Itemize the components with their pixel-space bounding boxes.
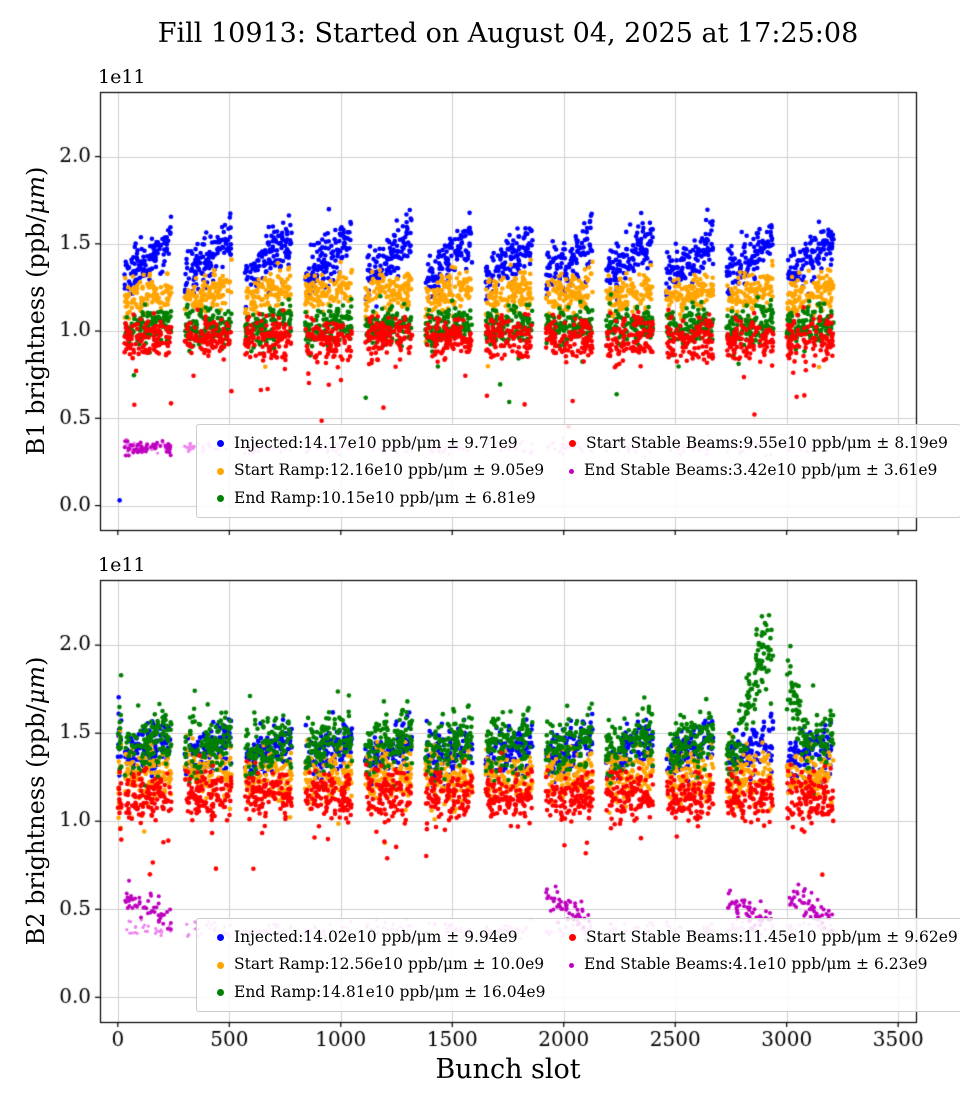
legend-marker-dot: [569, 962, 574, 968]
x-axis-label: Bunch slot: [435, 1054, 581, 1085]
legend-marker-dot: [217, 988, 224, 996]
legend-label: Start Stable Beams:9.55e10 ppb/μm ± 8.19…: [586, 434, 948, 452]
legend-label: End Stable Beams:3.42e10 ppb/μm ± 3.61e9: [584, 461, 938, 480]
legend-marker-dot: [569, 468, 574, 474]
legend-marker-dot: [569, 934, 576, 942]
legend-label: Injected:14.17e10 ppb/μm ± 9.71e9: [234, 434, 518, 452]
legend-marker-dot: [217, 961, 224, 969]
b1-legend: Injected:14.17e10 ppb/μm ± 9.71e9 Start R…: [196, 424, 960, 519]
ylabel-text: ): [22, 656, 50, 667]
legend-entry: End Ramp:14.81e10 ppb/μm ± 16.04e9: [209, 983, 561, 1002]
legend-entry: Injected:14.17e10 ppb/μm ± 9.71e9: [209, 434, 561, 453]
legend-entry: End Stable Beams:3.42e10 ppb/μm ± 3.61e9: [561, 461, 948, 480]
ylabel-text: ): [22, 166, 50, 177]
legend-entry: Start Stable Beams:11.45e10 ppb/μm ± 9.6…: [561, 928, 958, 947]
ylabel-text: B2 brightness (ppb/: [22, 704, 50, 946]
b2-y-axis-label: B2 brightness (ppb/μm): [22, 657, 50, 946]
legend-entry: Start Ramp:12.56e10 ppb/μm ± 10.0e9: [209, 955, 561, 974]
b2-offset-text: 1e11: [98, 554, 146, 576]
legend-label: End Stable Beams:4.1e10 ppb/μm ± 6.23e9: [584, 955, 928, 974]
legend-marker-dot: [569, 440, 576, 448]
legend-label: End Ramp:10.15e10 ppb/μm ± 6.81e9: [234, 488, 536, 507]
legend-entry: Start Stable Beams:9.55e10 ppb/μm ± 8.19…: [561, 434, 948, 453]
legend-marker-dot: [217, 494, 224, 502]
legend-label: End Ramp:14.81e10 ppb/μm ± 16.04e9: [234, 982, 546, 1001]
legend-marker-dot: [217, 467, 224, 475]
legend-label: Start Ramp:12.16e10 ppb/μm ± 9.05e9: [234, 461, 545, 480]
legend-entry: End Stable Beams:4.1e10 ppb/μm ± 6.23e9: [561, 955, 958, 974]
ylabel-mu-text: μm: [22, 666, 50, 705]
b2-legend: Injected:14.02e10 ppb/μm ± 9.94e9 Start R…: [196, 918, 960, 1013]
legend-marker-dot: [217, 440, 224, 448]
legend-entry: Start Ramp:12.16e10 ppb/μm ± 9.05e9: [209, 461, 561, 480]
b1-offset-text: 1e11: [98, 66, 146, 88]
legend-marker-dot: [217, 934, 224, 942]
b1-y-axis-label: B1 brightness (ppb/μm): [22, 167, 50, 456]
legend-label: Injected:14.02e10 ppb/μm ± 9.94e9: [234, 928, 518, 946]
figure-title: Fill 10913: Started on August 04, 2025 a…: [157, 18, 859, 49]
legend-label: Start Ramp:12.56e10 ppb/μm ± 10.0e9: [234, 955, 545, 974]
legend-label: Start Stable Beams:11.45e10 ppb/μm ± 9.6…: [586, 928, 958, 946]
ylabel-mu-text: μm: [22, 176, 50, 215]
legend-entry: End Ramp:10.15e10 ppb/μm ± 6.81e9: [209, 489, 561, 508]
legend-entry: Injected:14.02e10 ppb/μm ± 9.94e9: [209, 928, 561, 947]
ylabel-text: B1 brightness (ppb/: [22, 214, 50, 456]
